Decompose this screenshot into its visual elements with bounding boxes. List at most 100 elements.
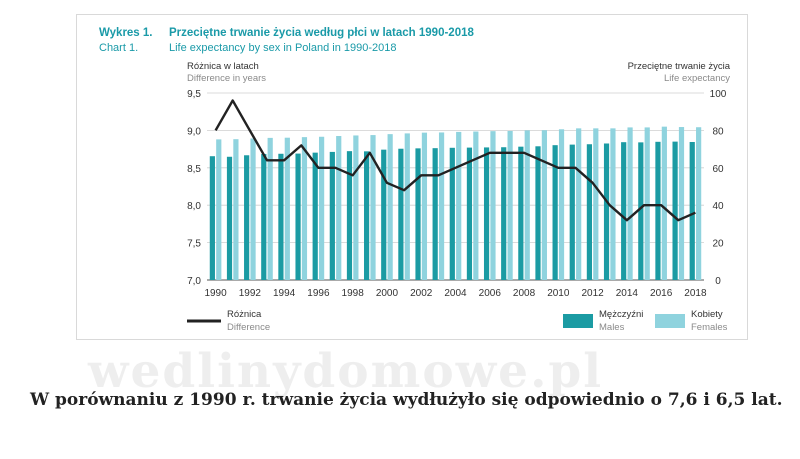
y-right-tick-label: 80 xyxy=(712,126,724,137)
bar-males-1992 xyxy=(244,155,250,280)
difference-line-layer xyxy=(214,99,696,222)
bar-males-1995 xyxy=(295,153,301,280)
bar-females-2013 xyxy=(610,128,616,280)
bar-males-1993 xyxy=(261,153,267,280)
bar-females-1994 xyxy=(284,137,290,280)
legend: Różnica Difference Mężczyźni Males Kobie… xyxy=(187,309,728,333)
chart-figure: Wykres 1. Chart 1. Przeciętne trwanie ży… xyxy=(76,14,748,340)
legend-females-label-en: Females xyxy=(691,322,728,333)
bar-males-2002 xyxy=(415,148,421,280)
bar-females-2004 xyxy=(456,131,462,280)
bar-males-2007 xyxy=(501,147,507,280)
y-right-tick-label: 0 xyxy=(715,276,721,287)
legend-difference-label-pl: Różnica xyxy=(227,309,262,320)
bar-males-2017 xyxy=(672,141,678,280)
bar-males-2016 xyxy=(655,141,661,280)
bar-females-2012 xyxy=(593,128,599,280)
bar-males-1991 xyxy=(226,156,233,280)
bars xyxy=(209,126,702,281)
x-tick-label: 2016 xyxy=(650,288,673,299)
y-left-tick-label: 9,0 xyxy=(187,126,201,137)
figure-label-en: Chart 1. xyxy=(99,42,138,54)
bar-females-2001 xyxy=(404,133,410,280)
x-tick-label: 2002 xyxy=(410,288,433,299)
bar-males-1994 xyxy=(278,153,284,280)
right-axis-title-en: Life expectancy xyxy=(664,73,730,84)
x-tick-label: 1992 xyxy=(239,288,262,299)
x-tick-label: 2010 xyxy=(547,288,570,299)
bar-males-2003 xyxy=(432,148,438,280)
y-left-tick-label: 7,0 xyxy=(187,276,201,287)
bar-males-1996 xyxy=(312,152,318,280)
bar-males-2011 xyxy=(569,144,575,280)
chart-title-pl: Przeciętne trwanie życia według płci w l… xyxy=(169,27,474,39)
bar-females-2017 xyxy=(678,127,685,280)
bar-females-1997 xyxy=(336,136,342,280)
bar-males-2006 xyxy=(483,147,490,280)
figure-label-pl: Wykres 1. xyxy=(99,27,153,39)
bar-females-2014 xyxy=(627,127,633,281)
bar-males-2010 xyxy=(552,145,558,280)
bar-males-1999 xyxy=(364,151,370,280)
y-left-tick-label: 7,5 xyxy=(187,239,201,250)
bar-males-1998 xyxy=(346,151,353,280)
y-right-tick-label: 60 xyxy=(712,164,724,175)
x-tick-label: 2006 xyxy=(479,288,502,299)
bar-males-2013 xyxy=(603,143,610,280)
bar-females-2008 xyxy=(524,130,530,280)
legend-males-label-en: Males xyxy=(599,322,625,333)
legend-females-swatch xyxy=(655,314,685,328)
x-tick-label: 2004 xyxy=(444,288,467,299)
bar-females-2007 xyxy=(507,130,513,280)
bar-females-1999 xyxy=(370,135,376,280)
bar-females-2006 xyxy=(490,131,496,280)
legend-males-swatch xyxy=(563,314,593,328)
bar-females-2016 xyxy=(661,126,667,280)
x-tick-label: 1998 xyxy=(342,288,365,299)
bar-males-2012 xyxy=(586,144,593,280)
x-tick-label: 2018 xyxy=(684,288,707,299)
bar-females-2003 xyxy=(438,132,445,280)
x-tick-label: 2008 xyxy=(513,288,536,299)
bar-females-2000 xyxy=(387,134,393,280)
bar-males-2009 xyxy=(535,146,541,280)
legend-females-label-pl: Kobiety xyxy=(691,309,723,320)
bar-females-2002 xyxy=(421,132,428,280)
bar-females-1990 xyxy=(216,139,222,280)
y-left-tick-label: 9,5 xyxy=(187,89,201,100)
chart-title-en: Life expectancy by sex in Poland in 1990… xyxy=(169,42,397,54)
bar-females-2011 xyxy=(576,128,582,280)
bar-males-2018 xyxy=(689,141,695,280)
caption-text: W porównaniu z 1990 r. trwanie życia wyd… xyxy=(30,390,783,410)
x-tick-label: 2014 xyxy=(616,288,639,299)
bar-females-1996 xyxy=(318,136,325,280)
bar-males-2014 xyxy=(621,142,627,280)
y-right-tick-label: 100 xyxy=(710,89,727,100)
bar-females-2010 xyxy=(558,129,565,280)
bar-females-1998 xyxy=(353,135,359,280)
left-axis-title-en: Difference in years xyxy=(187,73,266,84)
x-tick-label: 1996 xyxy=(307,288,330,299)
bar-females-2018 xyxy=(696,127,702,280)
bar-males-2015 xyxy=(638,142,644,280)
chart-svg: Wykres 1. Chart 1. Przeciętne trwanie ży… xyxy=(99,27,731,333)
bar-females-1991 xyxy=(233,139,239,280)
difference-line xyxy=(214,99,696,222)
legend-difference-label-en: Difference xyxy=(227,322,270,333)
bar-males-1990 xyxy=(209,156,215,280)
tick-labels: 7,0 0 7,5 20 8,0 40 8,5 60 9,0 80 9,5 100 1990 1992 19… xyxy=(187,89,727,299)
bar-females-1992 xyxy=(250,138,256,280)
legend-males-label-pl: Mężczyźni xyxy=(599,309,643,320)
bar-males-1997 xyxy=(329,151,335,280)
bar-females-2009 xyxy=(541,130,547,280)
bar-males-2001 xyxy=(398,148,404,280)
y-right-tick-label: 20 xyxy=(712,239,724,250)
x-tick-label: 2012 xyxy=(581,288,604,299)
y-left-tick-label: 8,5 xyxy=(187,164,201,175)
bar-females-2005 xyxy=(473,131,479,280)
left-axis-title-pl: Różnica w latach xyxy=(187,61,259,72)
bar-males-2005 xyxy=(466,147,473,280)
bar-females-1995 xyxy=(301,137,308,280)
watermark-text: wedlinydomowe.pl xyxy=(88,344,604,399)
bar-males-2004 xyxy=(449,147,455,280)
